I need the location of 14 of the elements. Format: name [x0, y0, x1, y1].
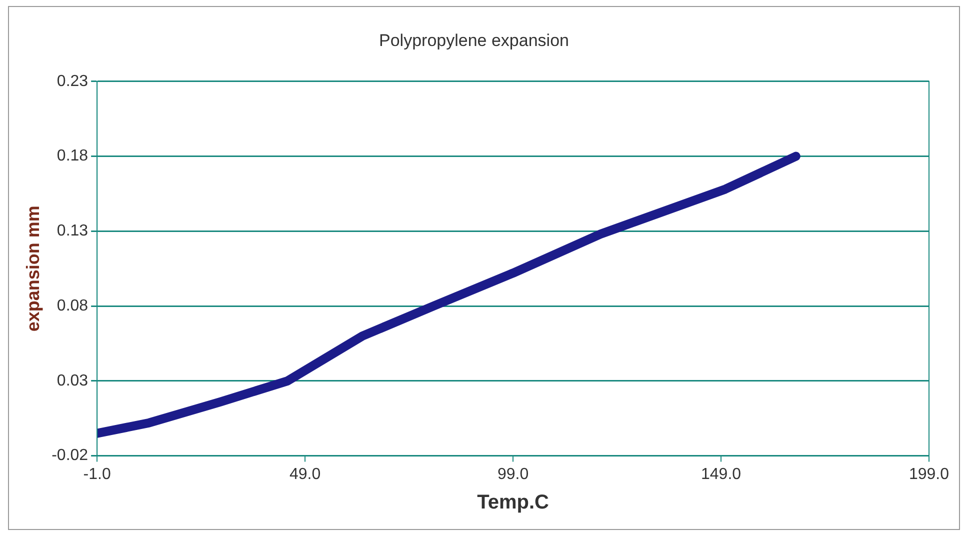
x-tick-label: 99.0 — [497, 466, 529, 483]
y-tick-label: 0.08 — [56, 297, 88, 314]
y-tick-label: 0.23 — [56, 72, 88, 90]
x-tick-label: -1.0 — [83, 466, 111, 483]
chart-title: Polypropylene expansion — [379, 30, 569, 50]
y-tick-label: 0.03 — [56, 372, 88, 390]
x-tick-label: 199.0 — [908, 466, 950, 483]
x-tick-label: 149.0 — [700, 466, 742, 483]
y-axis-title: expansion mm — [22, 206, 43, 332]
y-tick-label: 0.13 — [56, 222, 88, 240]
x-tick-label: 49.0 — [289, 466, 321, 483]
y-tick-label: -0.02 — [52, 447, 88, 464]
x-axis-title: Temp.C — [477, 492, 549, 514]
y-tick-label: 0.18 — [56, 148, 88, 165]
